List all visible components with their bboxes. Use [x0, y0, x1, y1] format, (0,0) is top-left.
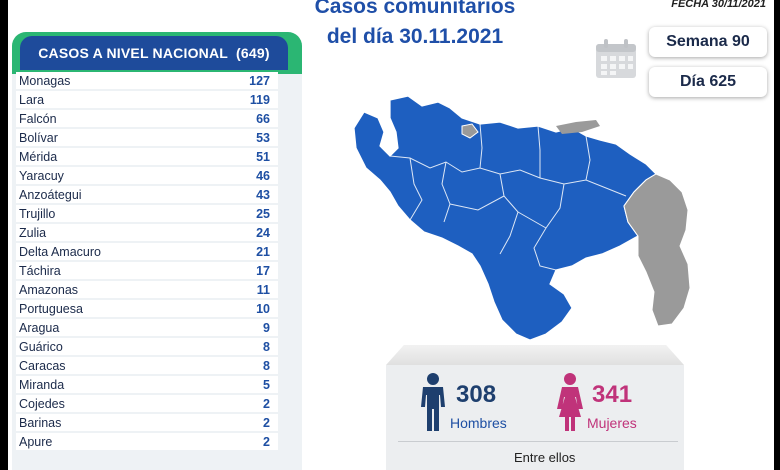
panel-total: (649) — [236, 45, 270, 61]
table-row: Aragua 9 — [16, 319, 278, 336]
table-row: Táchira 17 — [16, 262, 278, 279]
state-name: Barinas — [19, 415, 62, 430]
state-name: Táchira — [19, 263, 61, 278]
map-gray-region — [623, 173, 691, 327]
state-value: 2 — [263, 396, 270, 411]
table-row: Monagas 127 — [16, 72, 278, 89]
state-value: 127 — [249, 73, 270, 88]
table-row: Barinas 2 — [16, 414, 278, 431]
state-value: 8 — [263, 358, 270, 373]
state-name: Caracas — [19, 358, 66, 373]
table-row: Miranda 5 — [16, 376, 278, 393]
state-list: Monagas 127 Lara 119 Falcón 66 Bolívar 53 Mérida… — [16, 72, 278, 452]
state-value: 10 — [256, 301, 270, 316]
state-value: 2 — [263, 415, 270, 430]
table-row: Portuguesa 10 — [16, 300, 278, 317]
table-row: Mérida 51 — [16, 148, 278, 165]
state-value: 11 — [256, 282, 270, 297]
state-name: Miranda — [19, 377, 65, 392]
state-value: 66 — [256, 111, 270, 126]
state-value: 53 — [256, 130, 270, 145]
stats-pedestal-top — [386, 345, 684, 365]
title-line-1: Casos comunitarios — [314, 0, 516, 18]
state-name: Apure — [19, 434, 53, 449]
left-edge — [0, 0, 8, 470]
panel-header: CASOS A NIVEL NACIONAL (649) — [20, 36, 288, 70]
state-name: Lara — [19, 92, 45, 107]
state-value: 51 — [256, 149, 270, 164]
state-value: 25 — [256, 206, 270, 221]
table-row: Cojedes 2 — [16, 395, 278, 412]
state-value: 9 — [263, 320, 270, 335]
table-row: Apure 2 — [16, 433, 278, 450]
state-name: Trujillo — [19, 206, 56, 221]
state-name: Amazonas — [19, 282, 79, 297]
between-label: Entre ellos — [514, 450, 576, 465]
table-row: Guárico 8 — [16, 338, 278, 355]
state-name: Delta Amacuro — [19, 244, 101, 259]
state-name: Anzoátegui — [19, 187, 82, 202]
table-row: Yaracuy 46 — [16, 167, 278, 184]
state-value: 24 — [256, 225, 270, 240]
table-row: Amazonas 11 — [16, 281, 278, 298]
table-row: Delta Amacuro 21 — [16, 243, 278, 260]
venezuela-map — [353, 95, 691, 341]
state-name: Portuguesa — [19, 301, 83, 316]
map-borders — [389, 123, 627, 271]
page-title: Casos comunitarios del día 30.11.2021 — [290, 0, 540, 52]
table-row: Caracas 8 — [16, 357, 278, 374]
men-label: Hombres — [450, 415, 507, 431]
date-label: FECHA 30/11/2021 — [671, 0, 766, 10]
woman-icon — [557, 373, 583, 431]
table-row: Anzoátegui 43 — [16, 186, 278, 203]
map-gray-island — [556, 120, 600, 134]
state-value: 17 — [256, 263, 270, 278]
men-count: 308 — [456, 381, 497, 408]
calendar-icon — [596, 39, 636, 78]
state-name: Mérida — [19, 149, 58, 164]
state-value: 5 — [263, 377, 270, 392]
table-row: Falcón 66 — [16, 110, 278, 127]
title-line-2: del día 30.11.2021 — [326, 25, 504, 48]
stats-divider — [398, 441, 678, 442]
man-icon — [421, 373, 445, 431]
women-label: Mujeres — [587, 415, 637, 431]
state-value: 43 — [256, 187, 270, 202]
state-name: Aragua — [19, 320, 60, 335]
table-row: Zulia 24 — [16, 224, 278, 241]
state-name: Zulia — [19, 225, 47, 240]
state-value: 8 — [263, 339, 270, 354]
state-value: 119 — [249, 92, 270, 107]
state-name: Cojedes — [19, 396, 65, 411]
state-name: Guárico — [19, 339, 63, 354]
table-row: Lara 119 — [16, 91, 278, 108]
state-name: Monagas — [19, 73, 71, 88]
map-gray-north — [461, 123, 479, 139]
panel-title: CASOS A NIVEL NACIONAL — [38, 45, 229, 61]
right-edge — [774, 0, 780, 470]
women-count: 341 — [592, 381, 633, 408]
map-mainland — [353, 95, 657, 341]
state-value: 2 — [263, 434, 270, 449]
day-badge: Día 625 — [649, 67, 767, 97]
table-row: Bolívar 53 — [16, 129, 278, 146]
state-name: Falcón — [19, 111, 57, 126]
state-value: 21 — [256, 244, 270, 259]
table-row: Trujillo 25 — [16, 205, 278, 222]
state-value: 46 — [256, 168, 270, 183]
state-name: Yaracuy — [19, 168, 64, 183]
week-badge: Semana 90 — [649, 27, 767, 57]
state-name: Bolívar — [19, 130, 58, 145]
